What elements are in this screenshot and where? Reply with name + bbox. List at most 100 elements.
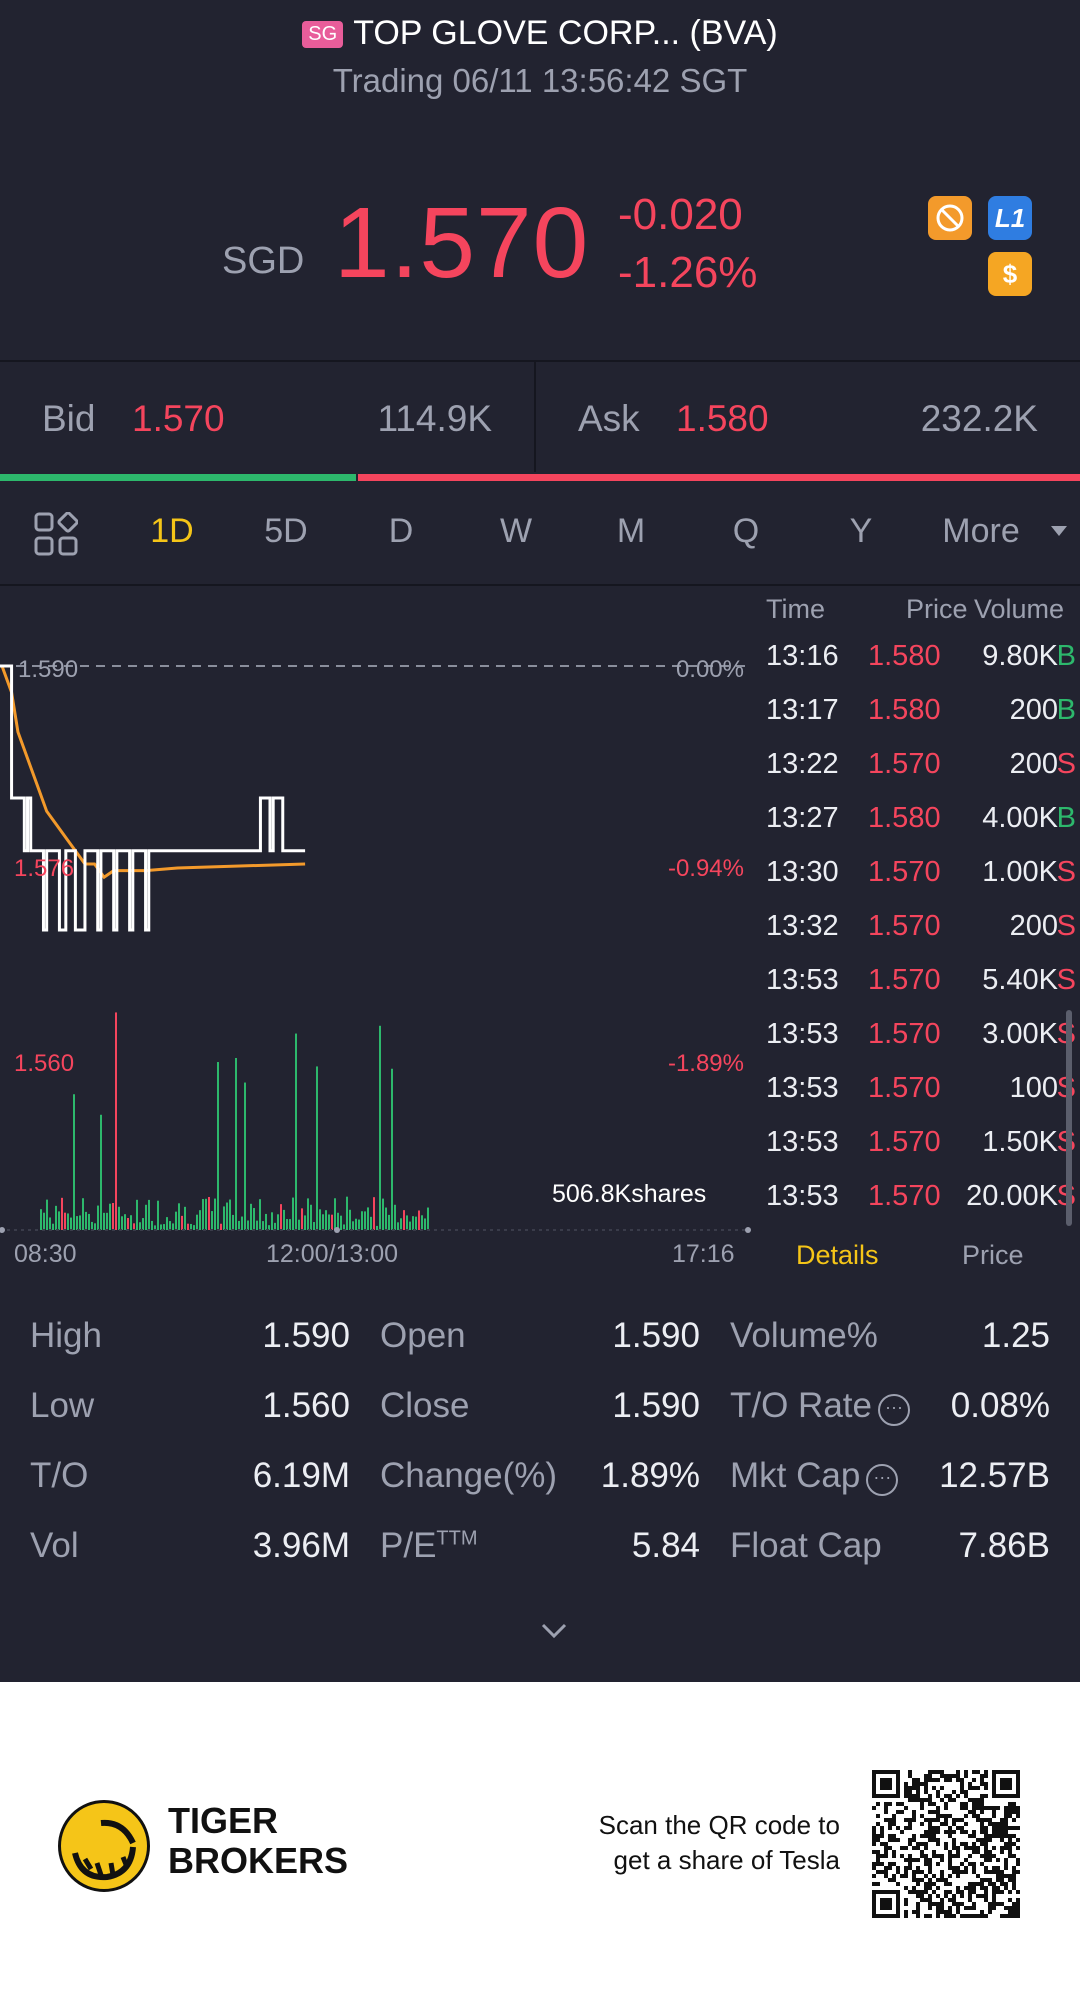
volume-bar (322, 1214, 324, 1230)
volume-bar (52, 1223, 54, 1230)
tab-5d[interactable]: 5D (264, 512, 308, 550)
tab-w[interactable]: W (499, 512, 533, 550)
dollar-icon[interactable]: $ (988, 252, 1032, 296)
volume-bar (316, 1066, 318, 1230)
stat-value-close: 1.590 (612, 1386, 700, 1425)
volume-bar (151, 1220, 153, 1230)
volume-bar (154, 1225, 156, 1230)
trade-price: 1.570 (868, 856, 941, 888)
trade-volume: 20.00K (966, 1180, 1058, 1212)
promo-text-line2: get a share of Tesla (613, 1845, 840, 1875)
volume-bar (265, 1213, 267, 1230)
volume-bar (403, 1210, 405, 1230)
trade-side: S (1056, 748, 1076, 780)
tab-price-distribution[interactable]: Price (962, 1240, 1024, 1270)
volume-bar (118, 1206, 120, 1230)
volume-bar (283, 1209, 285, 1230)
volume-bar (217, 1062, 219, 1230)
x-label-open: 08:30 (14, 1240, 77, 1268)
price-line (2, 664, 306, 932)
trade-price: 1.580 (868, 802, 941, 834)
no-trading-icon[interactable] (928, 196, 972, 240)
tab-d[interactable]: D (388, 512, 414, 550)
volume-bar (40, 1209, 42, 1230)
volume-bar (331, 1214, 333, 1230)
trade-time: 13:53 (766, 964, 839, 996)
volume-bar (388, 1214, 390, 1230)
y-label-top: 1.590 (18, 656, 79, 683)
promo-text-line1: Scan the QR code to (598, 1810, 840, 1840)
tab-y[interactable]: Y (849, 512, 873, 550)
chevron-down-icon[interactable] (1050, 524, 1068, 543)
volume-bar (286, 1219, 288, 1230)
trade-time: 13:17 (766, 694, 839, 726)
volume-bar (289, 1219, 291, 1230)
tab-more[interactable]: More (942, 512, 1020, 550)
volume-bar (82, 1198, 84, 1230)
trade-volume: 200 (1009, 694, 1058, 726)
trade-volume: 9.80K (982, 640, 1058, 672)
trade-row: 13:22 1.570 200 S (766, 748, 1076, 802)
volume-bar (169, 1221, 171, 1230)
tab-q[interactable]: Q (732, 512, 760, 550)
tab-details[interactable]: Details (796, 1240, 879, 1270)
volume-bar (103, 1212, 105, 1230)
volume-bar (187, 1223, 189, 1230)
volume-bar (304, 1215, 306, 1230)
trade-volume: 4.00K (982, 802, 1058, 834)
intraday-chart[interactable] (0, 586, 760, 1246)
volume-bar (106, 1212, 108, 1230)
trades-header-time: Time (766, 594, 825, 624)
trade-price: 1.570 (868, 1072, 941, 1104)
volume-bar (211, 1211, 213, 1230)
volume-bar (262, 1221, 264, 1230)
volume-bar (370, 1216, 372, 1230)
more-info-icon[interactable]: ··· (877, 1394, 910, 1426)
trade-side: S (1056, 856, 1076, 888)
ask-label: Ask (578, 398, 640, 439)
divider (0, 584, 1080, 586)
volume-bar (235, 1057, 237, 1230)
volume-bar (181, 1215, 183, 1230)
trade-time: 13:53 (766, 1018, 839, 1050)
volume-bar (358, 1219, 360, 1230)
tab-m[interactable]: M (616, 512, 646, 550)
level1-icon[interactable]: L1 (988, 196, 1032, 240)
tab-1d[interactable]: 1D (150, 512, 194, 550)
volume-bar (76, 1216, 78, 1230)
trade-side: B (1056, 640, 1076, 672)
expand-chevron-icon[interactable] (540, 1622, 568, 1645)
y-label-bottom: 1.560 (14, 1050, 75, 1077)
trade-row: 13:53 1.570 5.40K S (766, 964, 1076, 1018)
stat-value-change: 1.89% (600, 1456, 700, 1495)
trade-time: 13:16 (766, 640, 839, 672)
stat-value-turnover: 6.19M (252, 1456, 350, 1495)
layout-grid-icon[interactable] (34, 511, 79, 556)
volume-bar (208, 1196, 210, 1230)
volume-bar (157, 1200, 159, 1230)
volume-bar (253, 1208, 255, 1230)
volume-bar (196, 1214, 198, 1230)
pe-label-text: P/E (380, 1526, 437, 1565)
volume-bar (55, 1205, 57, 1230)
more-info-icon[interactable]: ··· (866, 1464, 899, 1496)
trade-side: B (1056, 694, 1076, 726)
pct-label-mid: -0.94% (667, 855, 744, 882)
trades-scrollbar[interactable] (1066, 1010, 1072, 1226)
volume-bar (49, 1217, 51, 1230)
volume-bar (328, 1214, 330, 1230)
y-label-mid: 1.576 (14, 855, 75, 882)
trade-row: 13:30 1.570 1.00K S (766, 856, 1076, 910)
stat-label-high: High (30, 1316, 102, 1355)
volume-bar (352, 1221, 354, 1230)
volume-bar (310, 1204, 312, 1230)
trades-header-volume: Volume (974, 594, 1065, 624)
volume-bar (64, 1212, 66, 1230)
trade-price: 1.580 (868, 694, 941, 726)
volume-bar (307, 1198, 309, 1230)
volume-bar (91, 1221, 93, 1230)
chart-start-dot (0, 1227, 5, 1233)
volume-bar (220, 1223, 222, 1230)
